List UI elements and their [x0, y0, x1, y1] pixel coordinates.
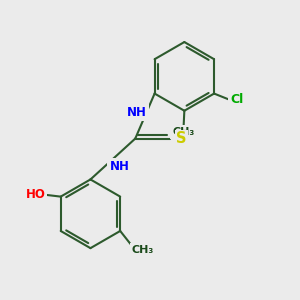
- Text: CH₃: CH₃: [172, 127, 195, 137]
- Text: HO: HO: [26, 188, 45, 202]
- Text: NH: NH: [110, 160, 129, 173]
- Text: S: S: [176, 131, 187, 146]
- Text: Cl: Cl: [230, 93, 244, 106]
- Text: CH₃: CH₃: [132, 245, 154, 255]
- Text: NH: NH: [127, 106, 146, 119]
